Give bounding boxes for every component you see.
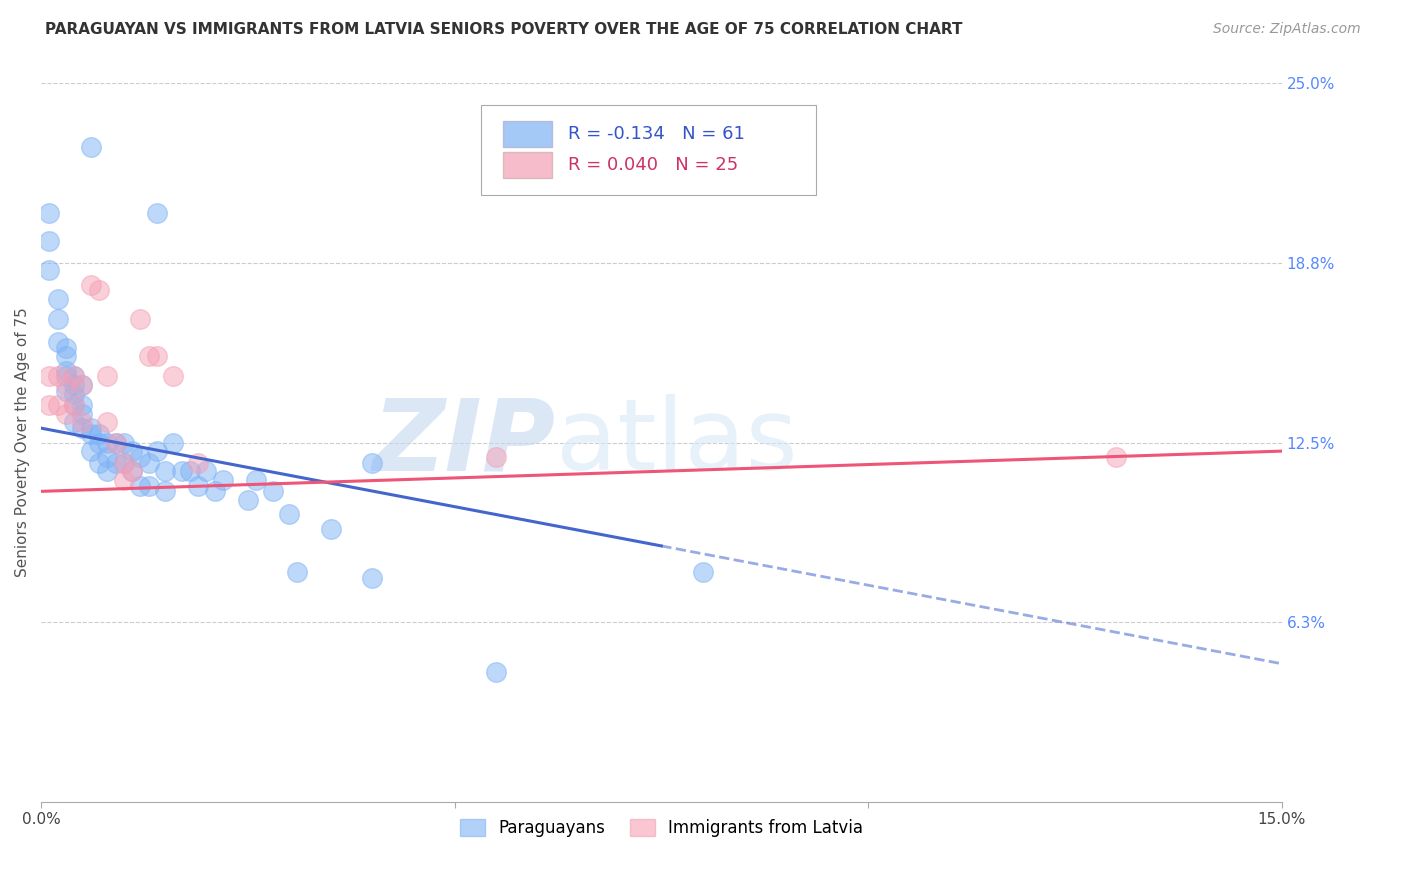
Point bbox=[46, 292, 69, 306]
Text: PARAGUAYAN VS IMMIGRANTS FROM LATVIA SENIORS POVERTY OVER THE AGE OF 75 CORRELAT: PARAGUAYAN VS IMMIGRANTS FROM LATVIA SEN… bbox=[45, 22, 963, 37]
Point bbox=[55, 369, 77, 384]
Point bbox=[129, 450, 152, 464]
Point bbox=[485, 450, 508, 464]
Point bbox=[162, 369, 184, 384]
Point bbox=[138, 456, 160, 470]
Point bbox=[112, 456, 135, 470]
Point bbox=[63, 369, 86, 384]
Point bbox=[96, 369, 118, 384]
Point bbox=[63, 416, 86, 430]
Point bbox=[80, 421, 103, 435]
Point bbox=[80, 277, 103, 292]
Point bbox=[72, 398, 94, 412]
Text: R = -0.134   N = 61: R = -0.134 N = 61 bbox=[568, 125, 745, 143]
Point bbox=[96, 416, 118, 430]
Point bbox=[87, 456, 110, 470]
Point bbox=[80, 444, 103, 458]
Point bbox=[63, 398, 86, 412]
Point bbox=[55, 407, 77, 421]
Point bbox=[96, 450, 118, 464]
Point bbox=[121, 464, 143, 478]
Point bbox=[146, 349, 169, 363]
Point bbox=[121, 444, 143, 458]
Point bbox=[129, 478, 152, 492]
Y-axis label: Seniors Poverty Over the Age of 75: Seniors Poverty Over the Age of 75 bbox=[15, 308, 30, 577]
Point bbox=[80, 426, 103, 441]
Point bbox=[146, 444, 169, 458]
Point bbox=[38, 369, 60, 384]
Point bbox=[361, 456, 384, 470]
Point bbox=[179, 464, 201, 478]
Point bbox=[112, 456, 135, 470]
Point bbox=[187, 478, 209, 492]
Text: Source: ZipAtlas.com: Source: ZipAtlas.com bbox=[1213, 22, 1361, 37]
Legend: Paraguayans, Immigrants from Latvia: Paraguayans, Immigrants from Latvia bbox=[453, 812, 870, 844]
Point bbox=[72, 421, 94, 435]
Point bbox=[195, 464, 218, 478]
Point bbox=[187, 456, 209, 470]
Point bbox=[63, 378, 86, 392]
Point bbox=[87, 435, 110, 450]
Point bbox=[287, 565, 309, 579]
Point bbox=[96, 435, 118, 450]
Point bbox=[319, 522, 342, 536]
Point bbox=[96, 464, 118, 478]
Text: ZIP: ZIP bbox=[373, 394, 555, 491]
FancyBboxPatch shape bbox=[502, 153, 553, 178]
Point bbox=[72, 407, 94, 421]
Point bbox=[112, 473, 135, 487]
Point bbox=[80, 139, 103, 153]
Point bbox=[485, 665, 508, 680]
Point bbox=[72, 378, 94, 392]
Point bbox=[153, 464, 176, 478]
Point bbox=[46, 398, 69, 412]
Point bbox=[38, 205, 60, 219]
Point bbox=[278, 508, 301, 522]
Point bbox=[38, 235, 60, 249]
Point bbox=[38, 263, 60, 277]
Text: atlas: atlas bbox=[555, 394, 797, 491]
Point bbox=[87, 283, 110, 297]
Point bbox=[63, 369, 86, 384]
Point bbox=[162, 435, 184, 450]
Point bbox=[55, 378, 77, 392]
Point bbox=[46, 334, 69, 349]
Point bbox=[55, 384, 77, 398]
Point bbox=[55, 341, 77, 355]
Point bbox=[55, 364, 77, 378]
Point bbox=[55, 349, 77, 363]
Point bbox=[170, 464, 193, 478]
Point bbox=[692, 565, 714, 579]
Point bbox=[63, 398, 86, 412]
Point bbox=[146, 205, 169, 219]
Point bbox=[212, 473, 235, 487]
Point bbox=[262, 484, 284, 499]
Point bbox=[104, 456, 127, 470]
Point bbox=[63, 386, 86, 401]
Point bbox=[138, 349, 160, 363]
Point bbox=[112, 435, 135, 450]
Point bbox=[129, 312, 152, 326]
Point bbox=[245, 473, 267, 487]
Point bbox=[46, 369, 69, 384]
Point bbox=[361, 570, 384, 584]
FancyBboxPatch shape bbox=[481, 105, 817, 194]
Point bbox=[153, 484, 176, 499]
Point bbox=[104, 435, 127, 450]
Point bbox=[236, 492, 259, 507]
Point bbox=[104, 435, 127, 450]
Point bbox=[138, 478, 160, 492]
Point bbox=[46, 312, 69, 326]
Point bbox=[38, 398, 60, 412]
Point bbox=[204, 484, 226, 499]
Point bbox=[87, 426, 110, 441]
Text: R = 0.040   N = 25: R = 0.040 N = 25 bbox=[568, 156, 738, 174]
FancyBboxPatch shape bbox=[502, 120, 553, 146]
Point bbox=[72, 416, 94, 430]
Point bbox=[72, 378, 94, 392]
Point bbox=[1105, 450, 1128, 464]
Point bbox=[121, 464, 143, 478]
